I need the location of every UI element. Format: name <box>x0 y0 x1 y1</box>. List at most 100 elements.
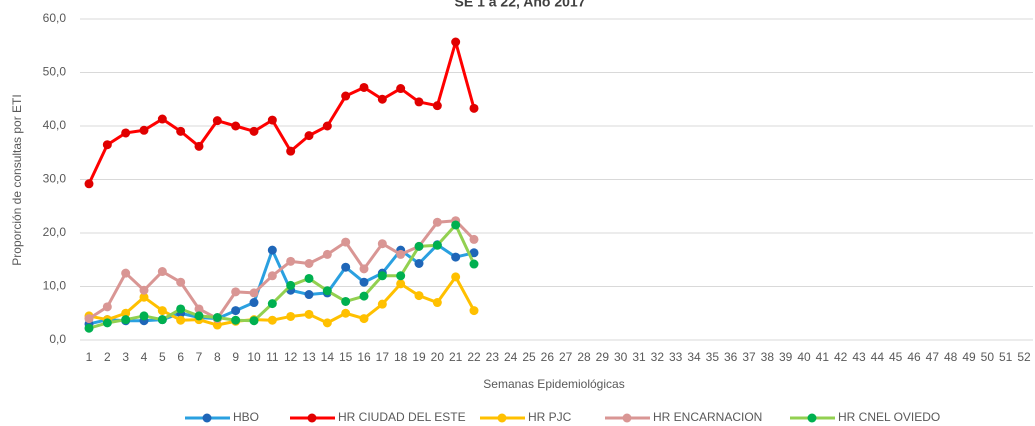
x-tick-label: 46 <box>907 350 921 364</box>
x-tick-label: 14 <box>321 350 335 364</box>
data-point <box>414 258 424 268</box>
data-point <box>304 258 314 268</box>
x-tick-label: 9 <box>232 350 239 364</box>
data-point <box>267 299 277 309</box>
y-tick-label: 50,0 <box>43 65 67 79</box>
legend-marker <box>202 413 212 423</box>
data-point <box>121 308 131 318</box>
data-point <box>286 280 296 290</box>
x-tick-label: 7 <box>196 350 203 364</box>
data-point <box>304 273 314 283</box>
data-point <box>469 306 479 316</box>
data-point <box>212 116 222 126</box>
x-tick-label: 38 <box>761 350 775 364</box>
x-tick-label: 23 <box>486 350 500 364</box>
data-point <box>286 256 296 266</box>
data-point <box>212 313 222 323</box>
data-point <box>304 131 314 141</box>
x-tick-label: 50 <box>981 350 995 364</box>
data-point <box>84 314 94 324</box>
x-tick-label: 19 <box>412 350 426 364</box>
y-tick-label: 40,0 <box>43 118 67 132</box>
legend-label: HR ENCARNACION <box>653 410 762 424</box>
data-point <box>469 259 479 269</box>
data-point <box>414 97 424 107</box>
data-point <box>139 125 149 135</box>
data-point <box>432 240 442 250</box>
data-point <box>286 146 296 156</box>
x-tick-label: 1 <box>86 350 93 364</box>
data-point <box>377 239 387 249</box>
data-point <box>267 245 277 255</box>
data-point <box>194 141 204 151</box>
data-point <box>469 234 479 244</box>
x-tick-label: 12 <box>284 350 298 364</box>
x-tick-label: 28 <box>577 350 591 364</box>
data-point <box>469 248 479 258</box>
data-point <box>359 314 369 324</box>
data-point <box>212 320 222 330</box>
data-point <box>157 114 167 124</box>
data-point <box>451 272 461 282</box>
x-tick-label: 6 <box>177 350 184 364</box>
series-line <box>88 219 476 321</box>
x-axis-label: Semanas Epidemiológicas <box>483 377 624 391</box>
y-tick-label: 0,0 <box>49 332 66 346</box>
data-point <box>451 252 461 262</box>
x-tick-label: 8 <box>214 350 221 364</box>
data-point <box>231 287 241 297</box>
data-point <box>414 291 424 301</box>
x-tick-label: 18 <box>394 350 408 364</box>
data-point <box>451 220 461 230</box>
data-point <box>377 271 387 281</box>
data-point <box>249 288 259 298</box>
data-point <box>249 316 259 326</box>
x-tick-label: 20 <box>431 350 445 364</box>
data-point <box>396 249 406 259</box>
y-tick-label: 10,0 <box>43 279 67 293</box>
data-point <box>121 128 131 138</box>
data-point <box>102 318 112 328</box>
legend-label: HR CNEL OVIEDO <box>838 410 940 424</box>
data-point <box>396 271 406 281</box>
y-tick-label: 20,0 <box>43 225 67 239</box>
data-point <box>176 126 186 136</box>
x-tick-label: 25 <box>522 350 536 364</box>
data-point <box>249 126 259 136</box>
x-tick-label: 11 <box>266 350 279 364</box>
data-point <box>359 82 369 92</box>
data-point <box>304 290 314 300</box>
data-point <box>267 115 277 125</box>
x-tick-label: 41 <box>816 350 830 364</box>
data-point <box>377 299 387 309</box>
x-tick-label: 43 <box>852 350 866 364</box>
legend-label: HBO <box>233 410 259 424</box>
x-tick-label: 13 <box>302 350 316 364</box>
y-tick-label: 60,0 <box>43 11 67 25</box>
x-tick-label: 15 <box>339 350 353 364</box>
data-point <box>359 277 369 287</box>
data-point <box>341 237 351 247</box>
data-point <box>341 296 351 306</box>
x-tick-label: 10 <box>247 350 261 364</box>
x-tick-label: 30 <box>614 350 628 364</box>
data-point <box>469 103 479 113</box>
legend-marker <box>307 413 317 423</box>
x-tick-label: 48 <box>944 350 958 364</box>
x-tick-label: 2 <box>104 350 111 364</box>
data-point <box>84 323 94 333</box>
legend-marker <box>497 413 507 423</box>
data-point <box>139 292 149 302</box>
data-point <box>359 291 369 301</box>
data-point <box>322 286 332 296</box>
data-point <box>396 279 406 289</box>
data-point <box>176 304 186 314</box>
x-tick-label: 51 <box>999 350 1013 364</box>
x-tick-label: 40 <box>797 350 811 364</box>
x-tick-label: 44 <box>871 350 885 364</box>
data-point <box>377 94 387 104</box>
data-point <box>194 304 204 314</box>
data-point <box>267 315 277 325</box>
data-point <box>194 311 204 321</box>
data-point <box>432 298 442 308</box>
